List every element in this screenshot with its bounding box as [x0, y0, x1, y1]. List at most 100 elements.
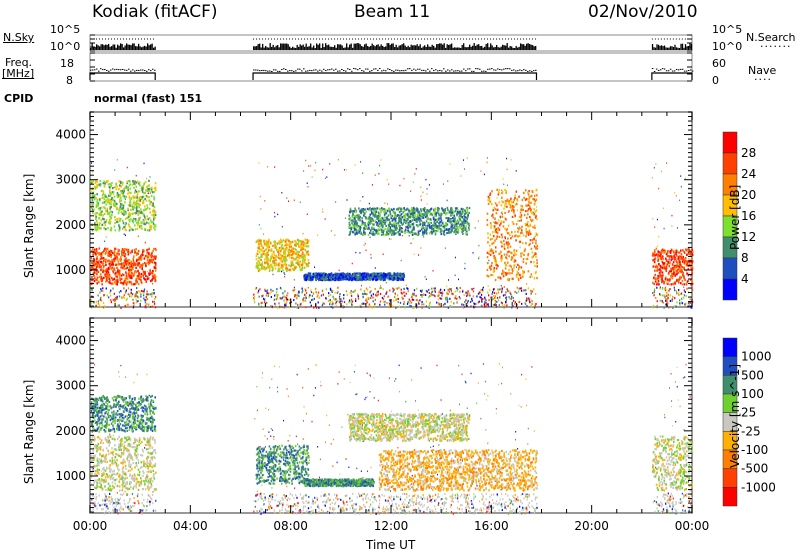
power-data-cell	[373, 212, 376, 215]
nave-dot	[311, 70, 313, 72]
power-data-cell	[432, 216, 435, 219]
power-scatter-cell	[274, 166, 276, 168]
power-data-cell	[388, 207, 390, 211]
power-data-cell	[403, 216, 406, 219]
power-noise-cell	[403, 300, 405, 303]
power-noise-cell	[317, 301, 319, 304]
power-data-cell	[398, 220, 400, 223]
power-data-cell	[262, 252, 265, 255]
power-noise-cell	[387, 295, 390, 298]
power-scatter-cell	[299, 201, 301, 203]
power-data-cell	[125, 267, 127, 270]
power-data-cell	[110, 183, 112, 186]
nsky-bar	[274, 47, 276, 50]
power-data-cell	[394, 274, 397, 277]
power-data-cell	[136, 221, 138, 225]
power-data-cell	[285, 248, 287, 251]
power-data-cell	[392, 278, 394, 282]
power-noise-cell	[385, 292, 387, 295]
power-data-cell	[131, 204, 133, 207]
power-noise-cell	[263, 298, 266, 301]
power-noise-cell	[125, 289, 128, 292]
nsky-bar	[677, 47, 679, 50]
power-data-cell	[123, 195, 126, 198]
power-noise-cell	[332, 306, 334, 309]
power-noise-cell	[664, 286, 667, 289]
power-noise-cell	[304, 293, 306, 296]
power-data-cell	[330, 277, 333, 280]
nsky-bar	[681, 43, 684, 50]
nave-dot	[455, 70, 457, 72]
nave-dot	[507, 68, 509, 70]
power-data-cell	[136, 196, 138, 199]
power-data-cell	[401, 277, 403, 280]
power-data-cell	[463, 215, 465, 218]
power-noise-cell	[149, 305, 152, 308]
power-scatter-cell	[675, 195, 677, 197]
nsky-bar	[451, 43, 453, 50]
power-data-cell	[119, 205, 122, 208]
power-scatter-cell	[503, 286, 505, 288]
power-noise-cell	[132, 306, 135, 309]
power-data-cell	[105, 209, 107, 213]
power-scatter-cell	[651, 177, 653, 179]
power-data-cell	[144, 218, 147, 221]
nsky-bar	[668, 47, 670, 50]
power-data-cell	[114, 222, 116, 225]
power-data-cell	[103, 218, 105, 221]
power-data-cell	[265, 259, 268, 262]
power-data-cell	[300, 254, 302, 257]
power-data-cell	[305, 278, 308, 282]
power-noise-cell	[262, 294, 264, 297]
power-noise-cell	[485, 299, 487, 302]
power-data-cell	[433, 224, 436, 227]
nsky-bar	[332, 46, 334, 50]
power-scatter-cell	[510, 159, 512, 161]
power-scatter-cell	[655, 163, 657, 165]
power-data-cell	[430, 230, 433, 234]
power-scatter-cell	[507, 265, 509, 267]
power-data-cell	[290, 263, 293, 267]
power-data-cell	[270, 249, 273, 252]
power-noise-cell	[134, 293, 136, 296]
power-data-cell	[384, 278, 387, 282]
power-data-cell	[397, 224, 400, 227]
power-data-cell	[141, 190, 144, 193]
power-noise-cell	[331, 289, 333, 292]
power-data-cell	[117, 268, 119, 271]
nsky-bar	[508, 47, 510, 50]
power-data-cell	[95, 267, 97, 271]
power-data-cell	[154, 269, 157, 272]
nave-dot	[461, 70, 463, 72]
power-noise-cell	[145, 293, 148, 296]
power-noise-cell	[411, 294, 413, 297]
power-data-cell	[150, 225, 153, 228]
power-data-cell	[278, 240, 281, 243]
nsky-bar	[346, 43, 348, 50]
power-data-cell	[104, 221, 106, 224]
nsky-bar	[278, 47, 280, 50]
nave-dot	[441, 70, 443, 72]
power-data-cell	[348, 218, 351, 221]
power-scatter-cell	[148, 192, 150, 194]
power-data-cell	[137, 249, 140, 253]
power-data-cell	[143, 261, 146, 264]
nave-dot	[102, 69, 104, 71]
power-noise-cell	[407, 301, 409, 304]
power-data-cell	[448, 228, 451, 231]
power-noise-cell	[445, 298, 447, 301]
nsky-bar	[151, 43, 153, 50]
nave-dot	[301, 70, 303, 72]
power-noise-cell	[449, 288, 451, 291]
power-data-cell	[290, 260, 293, 263]
nave-dot	[459, 70, 461, 72]
nave-dot	[136, 69, 138, 71]
power-data-cell	[129, 269, 131, 272]
power-data-cell	[273, 252, 275, 255]
power-noise-cell	[687, 305, 689, 308]
power-data-cell	[126, 180, 129, 183]
power-scatter-cell	[504, 237, 506, 240]
power-data-cell	[324, 273, 327, 276]
power-data-cell	[124, 209, 126, 213]
power-data-cell	[267, 246, 269, 249]
